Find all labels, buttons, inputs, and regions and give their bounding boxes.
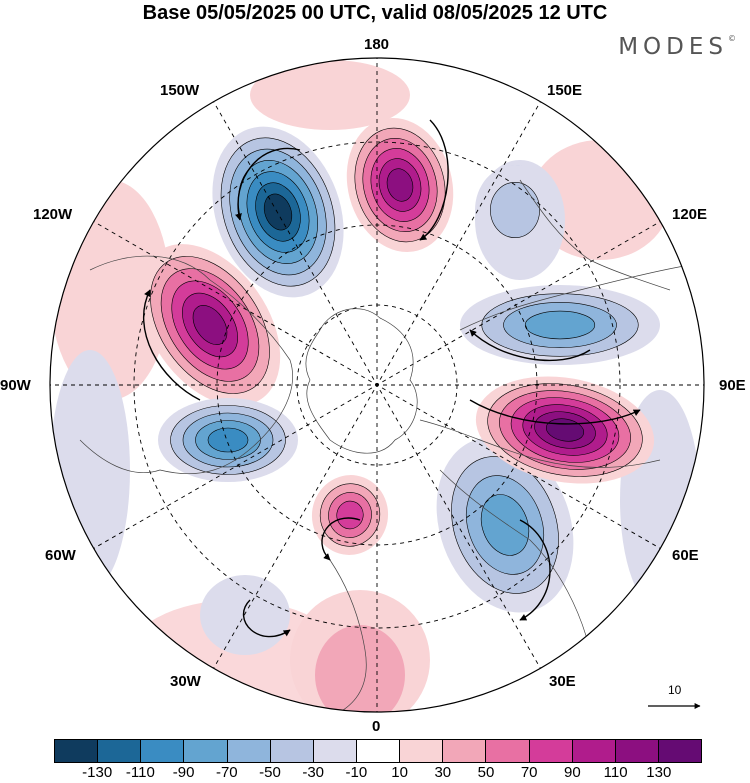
longitude-label-30e: 30E (549, 673, 576, 690)
colorbar-box (486, 740, 530, 762)
colorbar-tick-label: -30 (302, 764, 325, 781)
colorbar-box (141, 740, 185, 762)
colorbar-tick-label: -70 (215, 764, 238, 781)
colorbar-ticks: -130 -110 -90 -70 -50 -30 -10 10 30 50 70 90 110 130 (0, 764, 750, 782)
longitude-label-0: 0 (372, 718, 381, 735)
colorbar-tick-label: 70 (520, 764, 538, 781)
anomaly-contour-blue-160w (263, 193, 293, 231)
longitude-label-120e: 120E (672, 206, 708, 223)
graticule (50, 58, 704, 712)
colorbar-box (55, 740, 99, 762)
colorbar-tick-label: 110 (603, 764, 628, 781)
colorbar-tick-label: -90 (172, 764, 195, 781)
colorbar-tick-label: -110 (125, 764, 155, 781)
longitude-label-150w: 150W (160, 82, 200, 99)
anomaly-contour-blue-70w (207, 427, 249, 453)
colorbar-box (356, 740, 401, 762)
colorbar (54, 739, 702, 763)
map-title: Base 05/05/2025 00 UTC, valid 08/05/2025… (142, 2, 608, 24)
longitude-label-60e: 60E (672, 547, 699, 564)
wind-streamlines (142, 119, 641, 638)
longitude-label-90e: 90E (719, 377, 746, 394)
colorbar-box (615, 740, 659, 762)
longitude-label-60w: 60W (45, 547, 76, 564)
colorbar-tick-label: 10 (391, 764, 408, 781)
longitude-label-30w: 30W (170, 673, 201, 690)
colorbar-box (313, 740, 357, 762)
reference-vector-label: 10 (668, 683, 682, 697)
longitude-label-90w: 90W (0, 377, 31, 394)
colorbar-tick-label: -50 (259, 764, 281, 781)
longitude-label-150e: 150E (547, 82, 583, 99)
longitude-label-120w: 120W (33, 206, 73, 223)
colorbar-tick-label: -10 (345, 764, 368, 781)
longitude-label-180: 180 (364, 36, 390, 53)
coastlines (79, 179, 691, 712)
anomaly-fields (139, 117, 660, 613)
colorbar-box (658, 740, 702, 762)
anomaly-contour-blue-45e (480, 494, 530, 556)
colorbar-box (572, 740, 616, 762)
colorbar-tick-label: 50 (477, 764, 495, 781)
anomaly-contour-pink-180 (386, 168, 414, 202)
colorbar-box (400, 740, 444, 762)
anomaly-contour-blue-160e (490, 182, 540, 238)
colorbar-box (227, 740, 271, 762)
anomaly-contour-blue-115e (524, 310, 596, 340)
map-boundary (49, 57, 705, 713)
brand-text: MODES (618, 34, 728, 60)
colorbar-box (529, 740, 573, 762)
colorbar-box (270, 740, 314, 762)
colorbar-tick-label: 90 (564, 764, 581, 781)
colorbar-box (98, 740, 142, 762)
colorbar-tick-label: 30 (434, 764, 452, 781)
colorbar-tick-label: 130 (646, 764, 672, 781)
modes-logo: MODES© (618, 34, 736, 60)
colorbar-box (184, 740, 228, 762)
brand-mark: © (728, 34, 736, 43)
colorbar-box (443, 740, 487, 762)
anomaly-contour-pink-15w (336, 500, 364, 530)
colorbar-tick-label: -130 (82, 764, 113, 781)
